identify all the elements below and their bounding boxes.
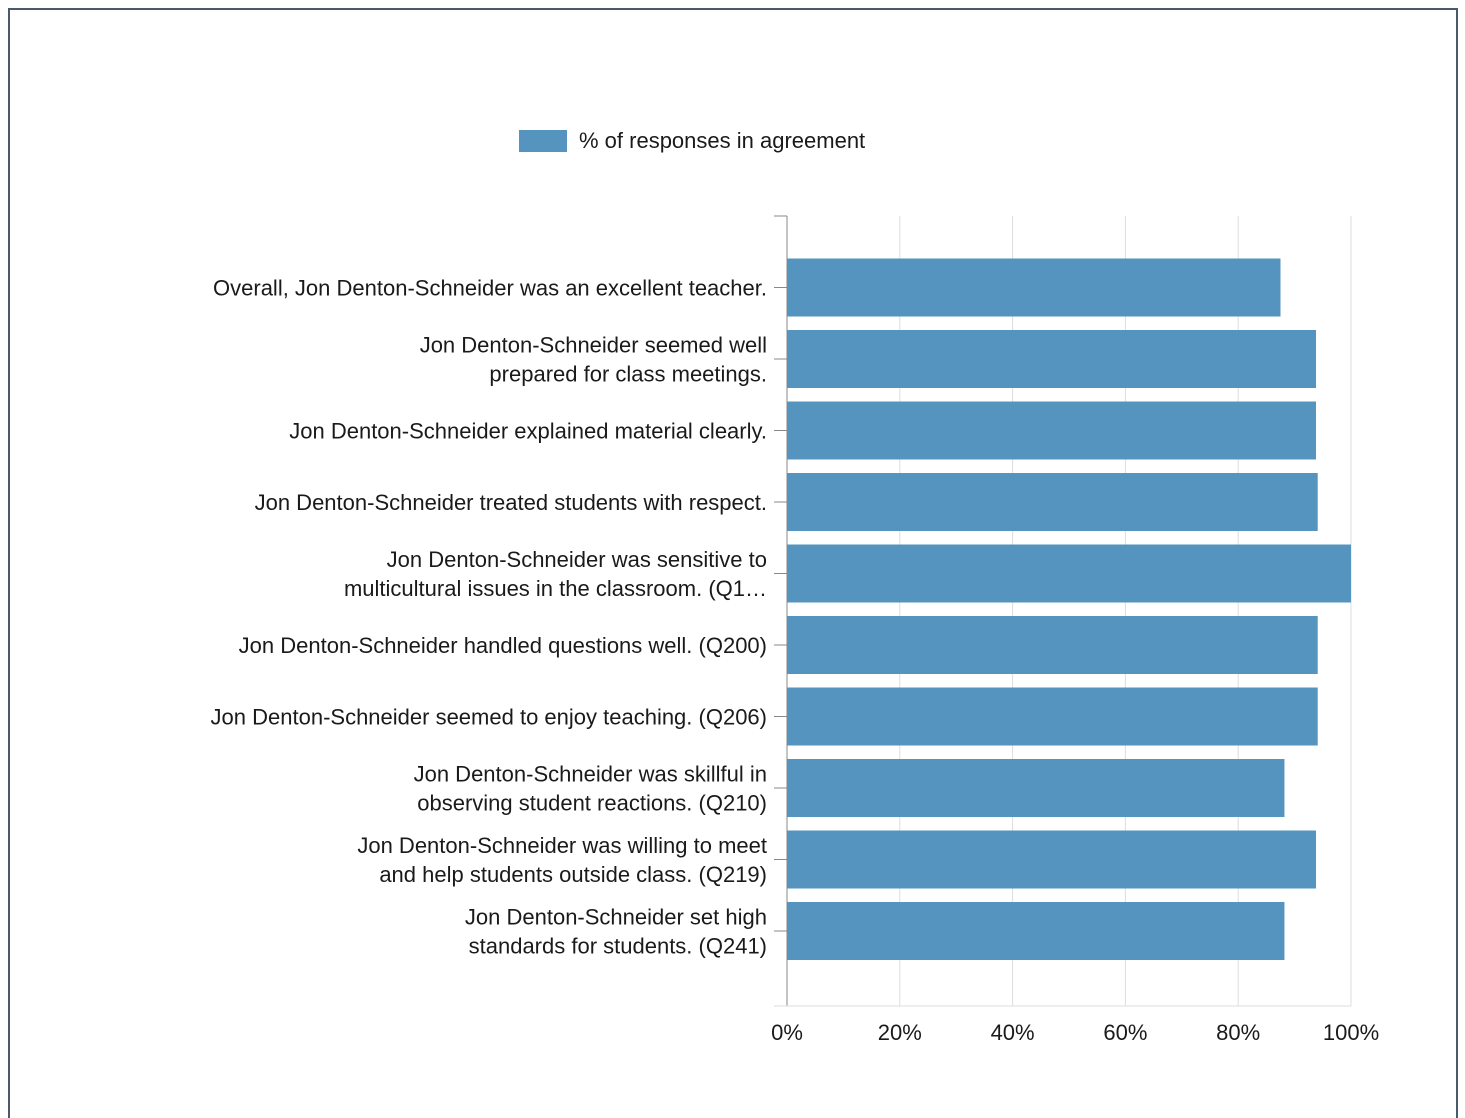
- bar[interactable]: [787, 258, 1281, 317]
- category-labels: Overall, Jon Denton-Schneider was an exc…: [211, 276, 767, 959]
- bar[interactable]: [787, 759, 1285, 817]
- legend-label: % of responses in agreement: [579, 128, 865, 153]
- category-label: Jon Denton-Schneider was skillful in obse…: [414, 762, 767, 816]
- category-label: Jon Denton-Schneider seemed to enjoy tea…: [211, 705, 767, 730]
- bars: [787, 258, 1351, 960]
- bar[interactable]: [787, 830, 1317, 889]
- category-label: Jon Denton-Schneider handled questions w…: [239, 633, 767, 658]
- legend: % of responses in agreement: [519, 128, 865, 153]
- x-tick-label: 100%: [1323, 1020, 1379, 1045]
- x-tick-labels: 0% 20% 40% 60% 80% 100%: [771, 1020, 1379, 1045]
- category-label: Jon Denton-Schneider explained material …: [289, 419, 767, 444]
- bar[interactable]: [787, 544, 1351, 603]
- x-tick-label: 40%: [991, 1020, 1035, 1045]
- category-label: Overall, Jon Denton-Schneider was an exc…: [213, 276, 767, 301]
- x-tick-label: 60%: [1103, 1020, 1147, 1045]
- x-tick-label: 80%: [1216, 1020, 1260, 1045]
- bar[interactable]: [787, 401, 1317, 460]
- category-label: Jon Denton-Schneider was sensitive to mul…: [344, 547, 767, 601]
- legend-swatch: [519, 130, 567, 152]
- bar[interactable]: [787, 687, 1318, 746]
- bar[interactable]: [787, 330, 1317, 388]
- category-label: Jon Denton-Schneider treated students wi…: [255, 490, 767, 515]
- bar[interactable]: [787, 473, 1318, 531]
- x-tick-label: 0%: [771, 1020, 803, 1045]
- category-label: Jon Denton-Schneider set high standards f…: [465, 905, 767, 959]
- category-label: Jon Denton-Schneider was willing to meet…: [357, 833, 767, 887]
- category-label: Jon Denton-Schneider seemed well prepared…: [420, 333, 767, 387]
- bar[interactable]: [787, 902, 1285, 960]
- bar[interactable]: [787, 616, 1318, 674]
- x-tick-label: 20%: [878, 1020, 922, 1045]
